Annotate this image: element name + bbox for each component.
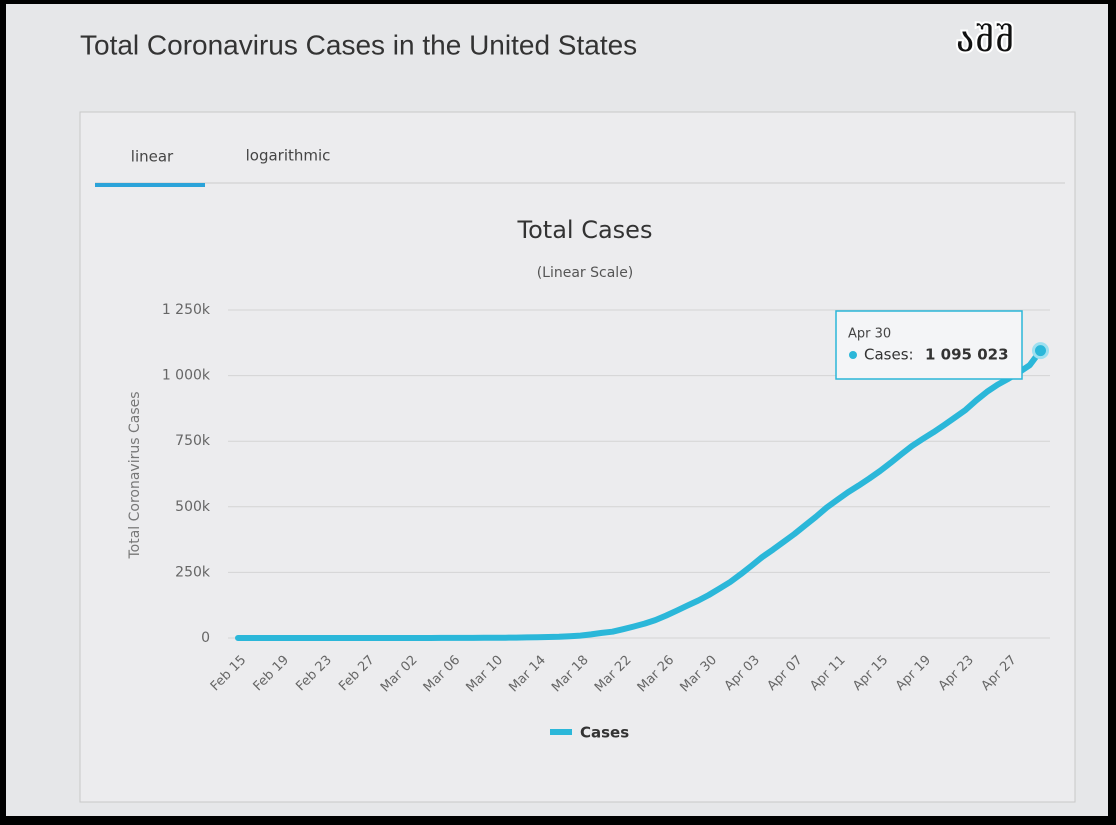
tab-indicator xyxy=(95,183,205,187)
y-tick-label: 250k xyxy=(175,564,211,580)
y-tick-label: 750k xyxy=(175,433,211,449)
page: Total Coronavirus Cases in the United St… xyxy=(0,0,1116,821)
y-axis-label: Total Coronavirus Cases xyxy=(127,391,143,559)
logo: აშშ xyxy=(955,20,1015,61)
legend-label[interactable]: Cases xyxy=(580,724,629,742)
chart-title: Total Cases xyxy=(517,216,653,244)
tooltip-dot xyxy=(849,351,857,359)
y-tick-label: 1 250k xyxy=(162,302,211,318)
tooltip: Apr 30 Cases: 1 095 023 xyxy=(836,311,1022,379)
chart-subtitle: (Linear Scale) xyxy=(537,265,634,281)
tooltip-category: Apr 30 xyxy=(848,327,891,342)
hover-marker xyxy=(1034,344,1048,358)
tab-linear[interactable]: linear xyxy=(131,148,174,166)
page-title: Total Coronavirus Cases in the United St… xyxy=(80,29,637,60)
tooltip-value: 1 095 023 xyxy=(925,346,1009,364)
legend-symbol xyxy=(550,729,572,735)
y-tick-label: 0 xyxy=(201,630,210,646)
screen: Total Coronavirus Cases in the United St… xyxy=(0,0,1116,821)
tab-logarithmic[interactable]: logarithmic xyxy=(246,147,331,165)
y-tick-label: 500k xyxy=(175,499,211,515)
tooltip-name: Cases: xyxy=(864,346,914,364)
y-tick-label: 1 000k xyxy=(162,368,211,384)
